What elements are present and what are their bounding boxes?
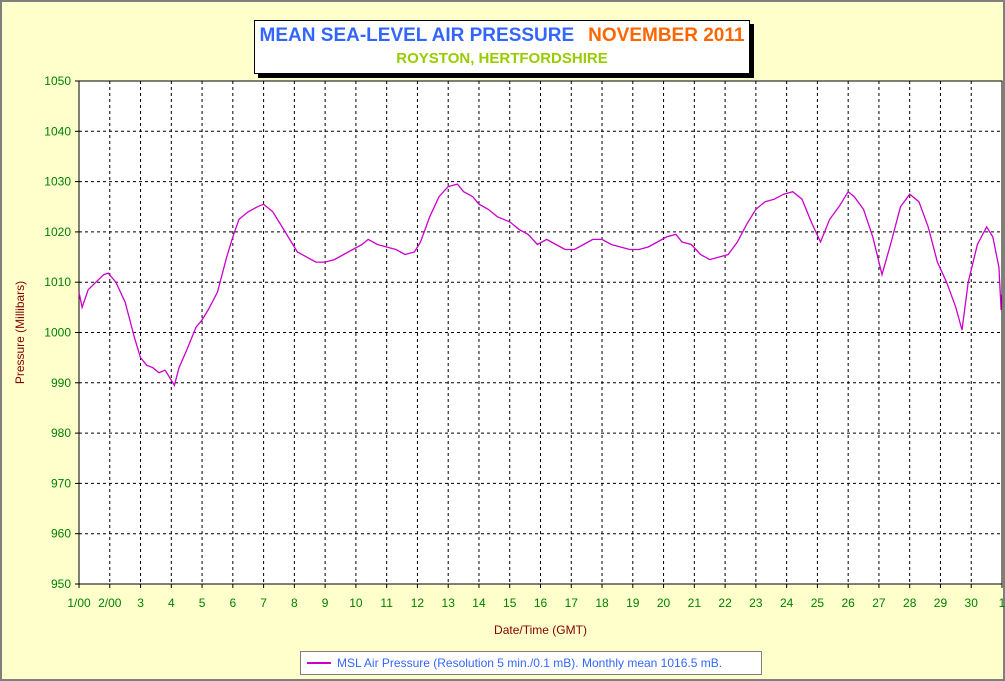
tick-layer: 9509609709809901000101010201030104010501…	[44, 74, 1005, 610]
x-tick-label: 14	[472, 596, 486, 610]
legend-label: MSL Air Pressure (Resolution 5 min./0.1 …	[337, 656, 723, 670]
x-tick-label: 18	[595, 596, 609, 610]
x-tick-label: 17	[565, 596, 579, 610]
x-tick-label: 19	[626, 596, 640, 610]
y-tick-label: 1020	[44, 225, 71, 239]
x-tick-label: 10	[349, 596, 363, 610]
y-tick-label: 970	[51, 476, 71, 490]
x-tick-label: 23	[749, 596, 763, 610]
y-tick-label: 960	[51, 527, 71, 541]
y-tick-label: 1030	[44, 175, 71, 189]
x-tick-label: 22	[718, 596, 732, 610]
y-tick-label: 1040	[44, 124, 71, 138]
x-tick-label: 1	[999, 596, 1005, 610]
x-tick-label: 20	[657, 596, 671, 610]
title-line: MEAN SEA-LEVEL AIR PRESSURE NOVEMBER 2011	[255, 25, 749, 47]
grid-layer	[79, 81, 1002, 584]
x-tick-label: 4	[168, 596, 175, 610]
x-tick-label: 7	[260, 596, 267, 610]
x-tick-label: 26	[841, 596, 855, 610]
x-tick-label: 28	[903, 596, 917, 610]
y-tick-label: 990	[51, 376, 71, 390]
x-tick-label: 13	[442, 596, 456, 610]
y-tick-label: 1000	[44, 326, 71, 340]
y-tick-label: 1010	[44, 275, 71, 289]
x-tick-label: 30	[965, 596, 979, 610]
chart-title-date: NOVEMBER 2011	[588, 25, 745, 46]
x-tick-label: 1/00	[67, 596, 91, 610]
x-tick-label: 29	[934, 596, 948, 610]
legend-line-swatch	[307, 662, 331, 664]
x-tick-label: 21	[688, 596, 702, 610]
series-line	[78, 183, 1002, 387]
x-tick-label: 11	[380, 596, 393, 610]
x-tick-label: 3	[137, 596, 144, 610]
y-axis-label: Pressure (Millibars)	[13, 281, 27, 384]
x-tick-label: 6	[229, 596, 236, 610]
x-tick-label: 2/00	[98, 596, 122, 610]
x-tick-label: 15	[503, 596, 517, 610]
x-tick-label: 5	[199, 596, 206, 610]
x-tick-label: 27	[872, 596, 886, 610]
x-tick-label: 8	[291, 596, 298, 610]
chart-subtitle: ROYSTON, HERTFORDSHIRE	[396, 50, 608, 67]
title-box: MEAN SEA-LEVEL AIR PRESSURE NOVEMBER 2011…	[254, 20, 750, 74]
x-axis-label: Date/Time (GMT)	[494, 623, 587, 637]
chart-title: MEAN SEA-LEVEL AIR PRESSURE	[259, 25, 575, 46]
x-tick-label: 25	[811, 596, 825, 610]
y-tick-label: 1050	[44, 74, 71, 88]
y-tick-label: 950	[51, 577, 71, 591]
y-tick-label: 980	[51, 426, 71, 440]
x-tick-label: 12	[411, 596, 425, 610]
x-tick-label: 24	[780, 596, 794, 610]
x-tick-label: 16	[534, 596, 548, 610]
legend: MSL Air Pressure (Resolution 5 min./0.1 …	[300, 651, 762, 675]
x-tick-label: 9	[322, 596, 329, 610]
